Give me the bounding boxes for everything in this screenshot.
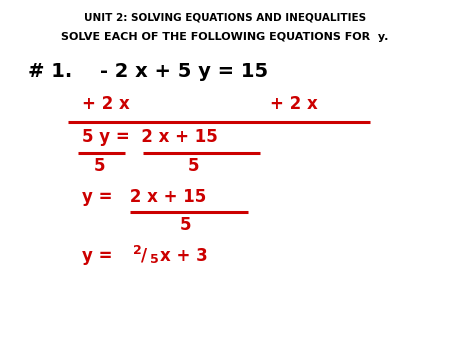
Text: + 2 x: + 2 x (270, 95, 318, 113)
Text: 2: 2 (133, 244, 142, 257)
Text: 5: 5 (150, 253, 159, 266)
Text: + 2 x: + 2 x (82, 95, 130, 113)
Text: x + 3: x + 3 (160, 247, 208, 265)
Text: 5: 5 (180, 216, 192, 234)
Text: /: / (141, 247, 147, 265)
Text: - 2 x + 5 y = 15: - 2 x + 5 y = 15 (100, 62, 268, 81)
Text: 5 y =  2 x + 15: 5 y = 2 x + 15 (82, 128, 218, 146)
Text: y =   2 x + 15: y = 2 x + 15 (82, 188, 206, 206)
Text: y =: y = (82, 247, 112, 265)
Text: UNIT 2: SOLVING EQUATIONS AND INEQUALITIES: UNIT 2: SOLVING EQUATIONS AND INEQUALITI… (84, 13, 366, 23)
Text: 5: 5 (188, 157, 199, 175)
Text: 5: 5 (94, 157, 105, 175)
Text: # 1.: # 1. (28, 62, 72, 81)
Text: SOLVE EACH OF THE FOLLOWING EQUATIONS FOR  y.: SOLVE EACH OF THE FOLLOWING EQUATIONS FO… (61, 32, 389, 42)
